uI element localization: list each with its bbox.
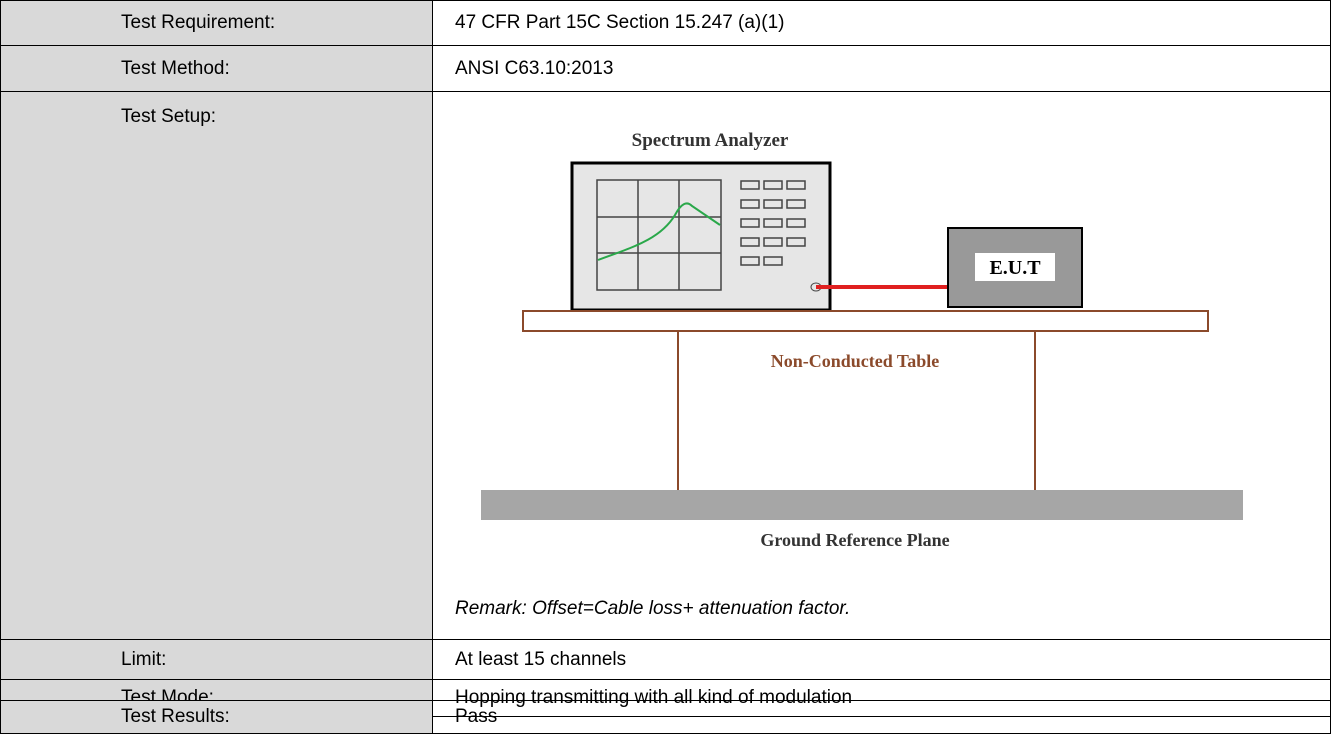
screen: [596, 179, 722, 291]
setup-diagram: Spectrum Analyzer E.U.T: [481, 130, 1243, 550]
screen-grid: [597, 180, 721, 290]
remark: Remark: Offset=Cable loss+ attenuation f…: [455, 598, 851, 619]
analyzer: [570, 161, 832, 312]
row-value: 47 CFR Part 15C Section 15.247 (a)(1): [432, 0, 1331, 46]
row-label: Test Results:: [0, 700, 433, 734]
ground-plane: [481, 490, 1243, 520]
table-top: [522, 310, 1209, 332]
analyzer-label: Spectrum Analyzer: [632, 130, 789, 151]
row-label: Limit:: [0, 639, 433, 680]
row-label: Test Setup:: [0, 91, 433, 640]
ground-label: Ground Reference Plane: [760, 530, 949, 550]
buttons: [740, 180, 806, 266]
eut-label: E.U.T: [989, 257, 1041, 279]
row-label: Test Requirement:: [0, 0, 433, 46]
table-label: Non-Conducted Table: [771, 351, 940, 371]
trace: [597, 202, 721, 261]
row-value: Hopping transmitting with all kind of mo…: [432, 679, 1331, 717]
eut-label-box: [975, 253, 1055, 281]
row-value: At least 15 channels: [432, 639, 1331, 680]
setup-cell: Spectrum Analyzer E.U.T: [432, 91, 1331, 640]
row-value: Pass: [432, 700, 1331, 734]
row-label: Test Method:: [0, 45, 433, 92]
row-value: ANSI C63.10:2013: [432, 45, 1331, 92]
